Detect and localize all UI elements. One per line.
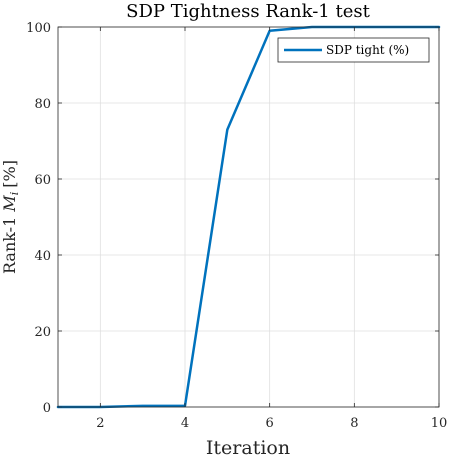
x-tick-label-2: 6: [266, 416, 274, 431]
y-tick-label-0: 0: [43, 401, 51, 416]
y-tick-label-2: 40: [34, 249, 51, 264]
y-axis-title-prefix: Rank-1: [0, 217, 19, 274]
y-axis-title-var: M: [0, 195, 19, 213]
y-axis-title: Rank-1 Mi [%]: [0, 160, 21, 274]
legend: SDP tight (%): [277, 37, 430, 63]
chart-title: SDP Tightness Rank-1 test: [126, 1, 370, 22]
y-tick-label-1: 20: [34, 325, 51, 340]
y-tick-label-4: 80: [34, 97, 51, 112]
y-axis-title-suffix: [%]: [0, 160, 19, 188]
plot-frame: [57, 26, 440, 408]
y-tick-label-5: 100: [26, 21, 51, 36]
x-tick-label-1: 4: [181, 416, 189, 431]
x-axis-title: Iteration: [206, 437, 290, 457]
plot-area: [58, 27, 439, 407]
x-tick-label-0: 2: [96, 416, 104, 431]
x-tick-label-4: 10: [431, 416, 448, 431]
y-axis-title-sub: i: [8, 192, 21, 196]
legend-label: SDP tight (%): [326, 43, 409, 57]
x-tick-label-3: 8: [350, 416, 358, 431]
y-tick-label-3: 60: [34, 173, 51, 188]
